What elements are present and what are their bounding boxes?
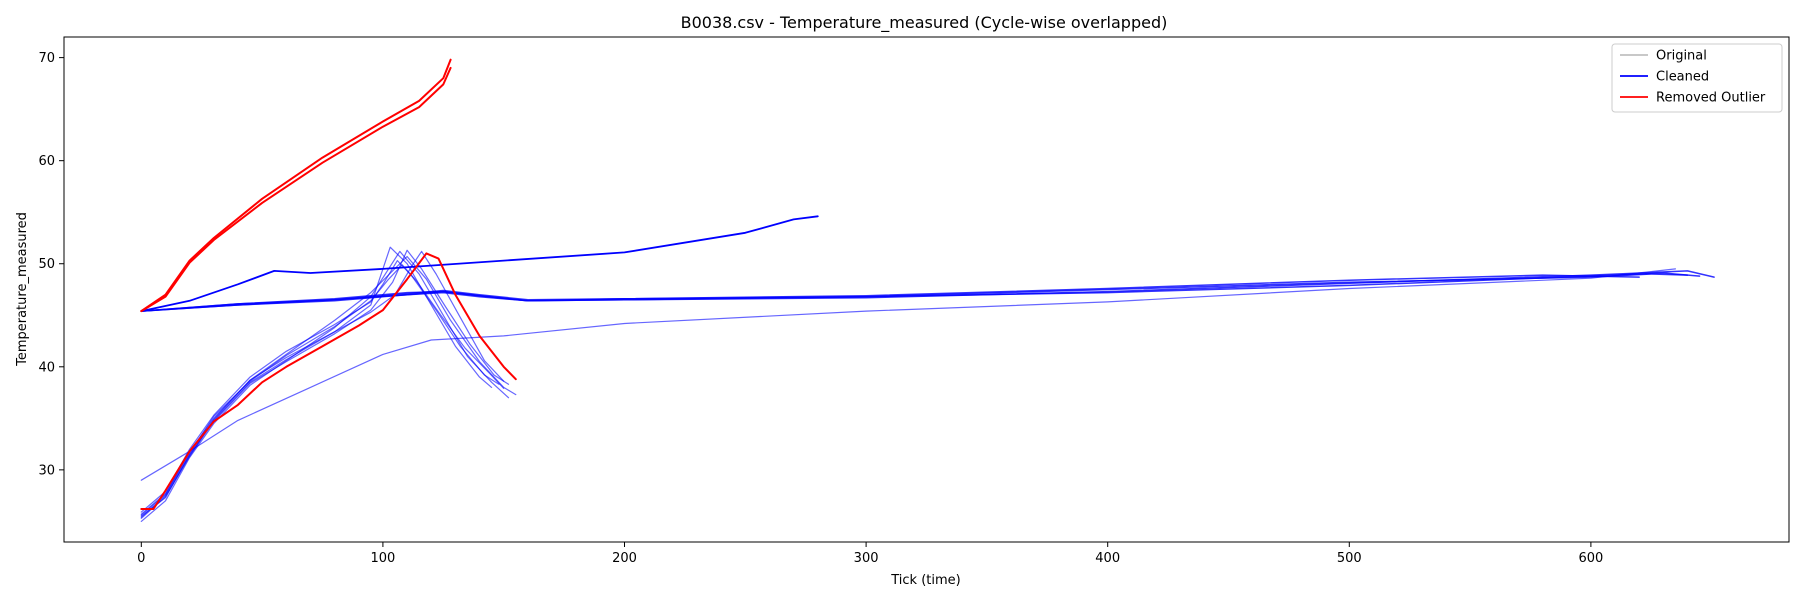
y-tick-label: 60 — [38, 154, 55, 169]
x-tick-label: 300 — [854, 551, 879, 566]
x-tick-label: 600 — [1578, 551, 1603, 566]
x-tick-label: 100 — [370, 551, 395, 566]
series-layer — [140, 58, 1715, 523]
x-tick-label: 200 — [612, 551, 637, 566]
legend-label: Original — [1656, 49, 1707, 64]
series-line-6 — [140, 246, 493, 517]
series-line-8 — [140, 255, 517, 516]
series-line-4 — [140, 274, 1640, 312]
x-axis-ticks: 0 100 200 300 400 500 600 — [137, 542, 1603, 566]
x-tick-label: 0 — [137, 551, 145, 566]
y-axis-label: Temperature_measured — [15, 212, 30, 367]
x-tick-label: 400 — [1095, 551, 1120, 566]
series-line-12 — [140, 249, 510, 518]
legend-box — [1611, 43, 1783, 113]
x-tick-label: 500 — [1337, 551, 1362, 566]
series-line-13 — [140, 58, 452, 313]
chart-title: B0038.csv - Temperature_measured (Cycle-… — [681, 13, 1168, 33]
series-line-11 — [140, 264, 505, 515]
legend-label: Cleaned — [1656, 70, 1709, 85]
plot-frame — [63, 36, 1790, 543]
y-axis-ticks: 30 40 50 60 70 — [38, 51, 64, 478]
y-tick-label: 40 — [38, 360, 55, 375]
series-line-5 — [140, 268, 1677, 481]
series-line-9 — [140, 260, 500, 513]
x-axis-label: Tick (time) — [890, 573, 960, 588]
series-line-15 — [140, 252, 517, 510]
y-tick-label: 70 — [38, 51, 55, 66]
y-tick-label: 30 — [38, 463, 55, 478]
legend: Original Cleaned Removed Outlier — [1611, 43, 1783, 113]
series-line-14 — [140, 66, 452, 313]
legend-label: Removed Outlier — [1656, 91, 1766, 106]
y-tick-label: 50 — [38, 257, 55, 272]
